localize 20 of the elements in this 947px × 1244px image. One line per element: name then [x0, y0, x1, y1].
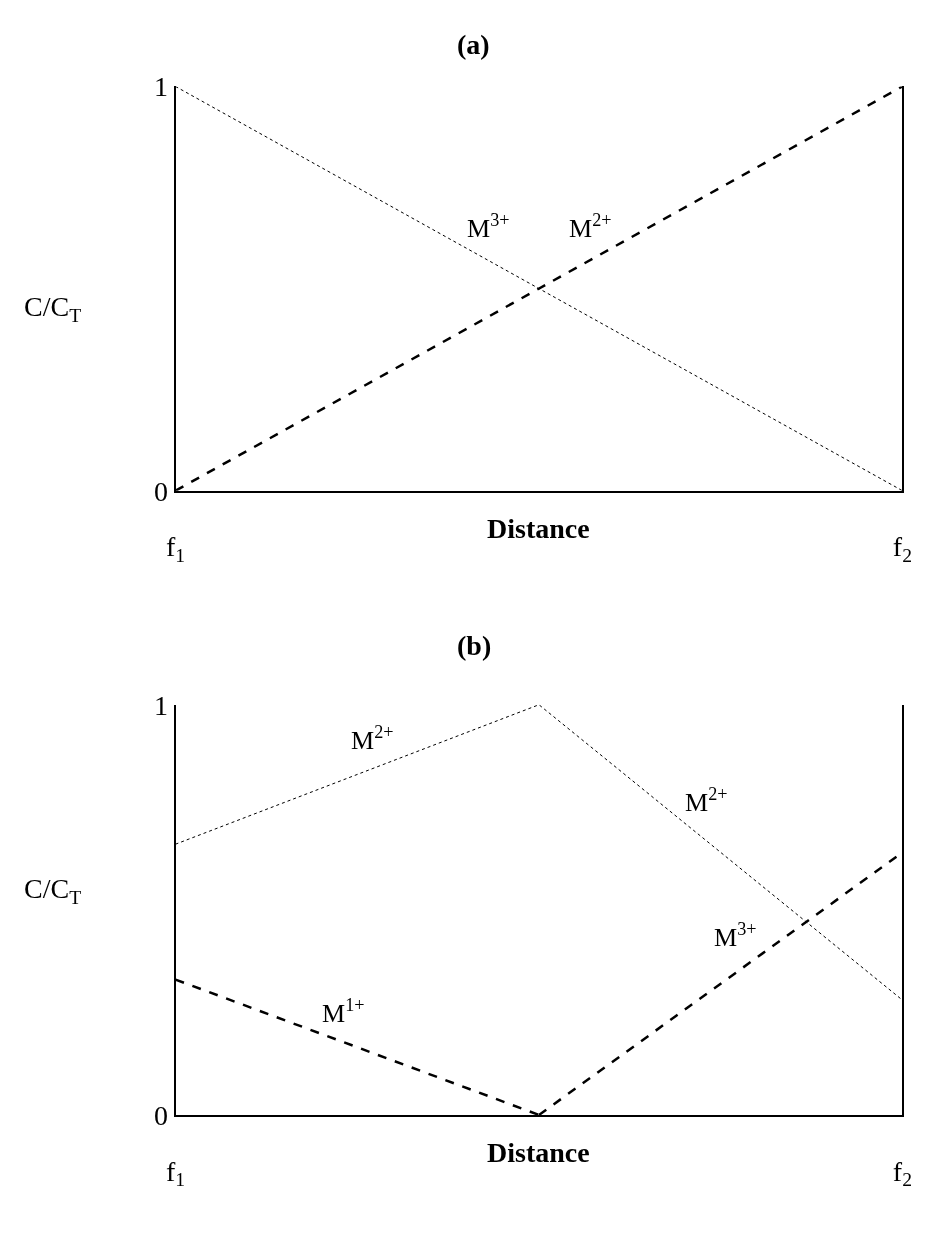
x-axis-title: Distance — [487, 1137, 590, 1168]
y-tick-label: 0 — [153, 475, 168, 507]
x-tick-label: f$_{2}$ — [892, 1155, 912, 1191]
chart-title: (b) — [457, 630, 492, 661]
series-label: M$^{3+}$ — [467, 210, 510, 243]
x-axis-title: Distance — [487, 513, 590, 544]
y-tick-label: 1 — [153, 689, 168, 721]
series-label: M$^{2+}$ — [685, 784, 728, 817]
y-axis-title: C/C$_{T}$ — [24, 873, 82, 908]
x-tick-label: f$_{1}$ — [165, 531, 186, 567]
y-tick-label: 1 — [153, 71, 168, 103]
chart-title: (a) — [457, 29, 490, 60]
x-tick-label: f$_{2}$ — [892, 531, 912, 567]
series-label: M$^{1+}$ — [322, 995, 365, 1028]
series-label: M$^{2+}$ — [569, 210, 612, 243]
text: M$^{2+}$ — [351, 722, 394, 755]
series-label: M$^{3+}$ — [714, 919, 757, 952]
y-tick-label: 0 — [153, 1099, 168, 1131]
y-axis-title: C/C$_{T}$ — [24, 291, 82, 326]
x-tick-label: f$_{1}$ — [165, 1155, 186, 1191]
